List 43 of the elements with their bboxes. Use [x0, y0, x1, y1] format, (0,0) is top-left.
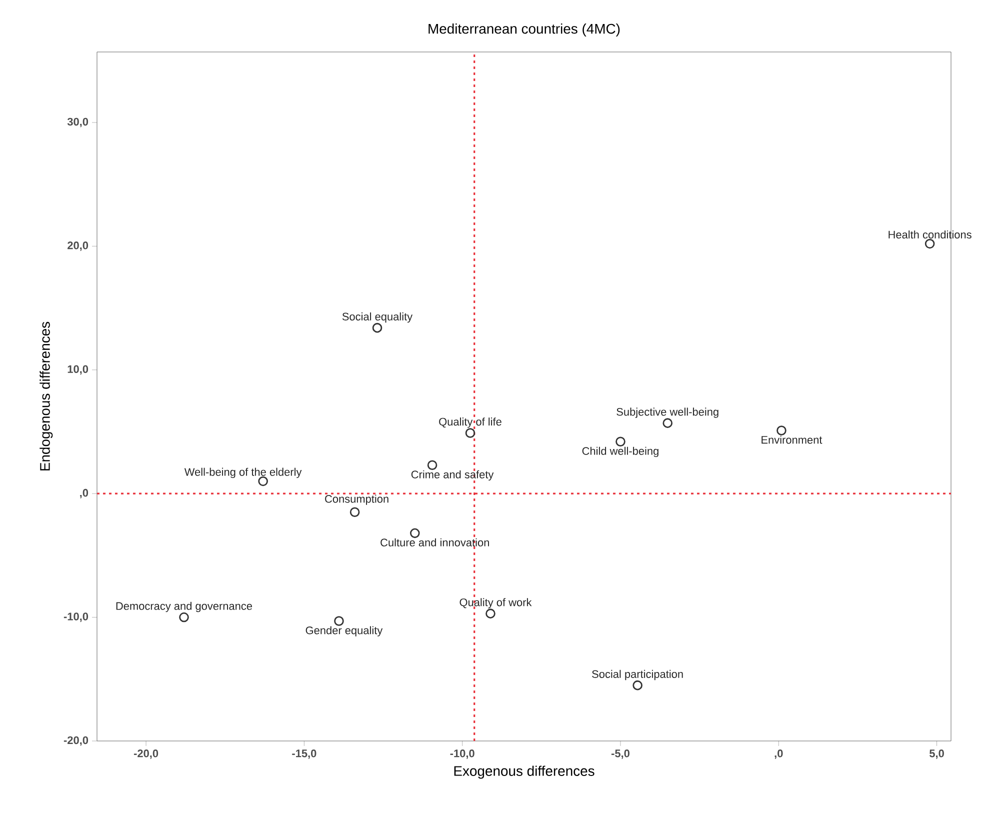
annotation: Culture and innovation — [380, 538, 489, 546]
x-tick-label: -20,0 — [134, 750, 158, 759]
x-tick-label: ,0 — [774, 750, 783, 759]
point — [334, 616, 344, 626]
x-tick-label: 5,0 — [930, 750, 944, 759]
point — [372, 322, 382, 333]
annotation: Health conditions — [888, 230, 972, 239]
x-axis-title: Exogenous differences — [454, 766, 594, 779]
point — [662, 418, 673, 428]
annotation: Quality of life — [439, 418, 502, 428]
y-tick-label: 10,0 — [68, 365, 88, 375]
y-tick-label: -20,0 — [64, 736, 88, 746]
annotation: Environment — [762, 436, 822, 444]
annotation: Child well-being — [582, 446, 658, 458]
y-tick-label: 30,0 — [67, 118, 88, 128]
annotation: Social participation — [592, 670, 683, 680]
annotation: Well-being of the elderly — [184, 468, 302, 478]
point — [465, 428, 476, 438]
chart-title: Mediterranean countries (4MC) — [428, 23, 620, 36]
point — [776, 426, 786, 436]
point — [179, 612, 189, 622]
y-axis-title: Endogenous differences — [40, 322, 53, 470]
point — [616, 436, 626, 447]
point — [350, 507, 360, 518]
y-tick-label: 20,0 — [68, 242, 88, 251]
x-tick-label: -15,0 — [292, 750, 316, 759]
point — [258, 476, 268, 486]
point — [486, 608, 496, 618]
annotation: Subjective well-being — [616, 408, 718, 418]
point — [632, 680, 642, 690]
x-tick-label: -5,0 — [611, 750, 630, 759]
y-tick-label: ,0 — [80, 488, 88, 498]
point — [410, 528, 420, 538]
annotation: Crime and safety — [411, 470, 494, 481]
annotation: Consumption — [325, 494, 388, 505]
annotation: Gender equality — [306, 626, 383, 636]
annotation: Social equality — [342, 312, 413, 323]
x-tick-label: -10,0 — [450, 750, 474, 759]
point — [427, 460, 438, 470]
point — [924, 238, 935, 249]
annotation: Quality of work — [460, 598, 532, 608]
y-tick-label: -10,0 — [64, 612, 88, 622]
annotation: Democracy and governance — [116, 602, 252, 612]
